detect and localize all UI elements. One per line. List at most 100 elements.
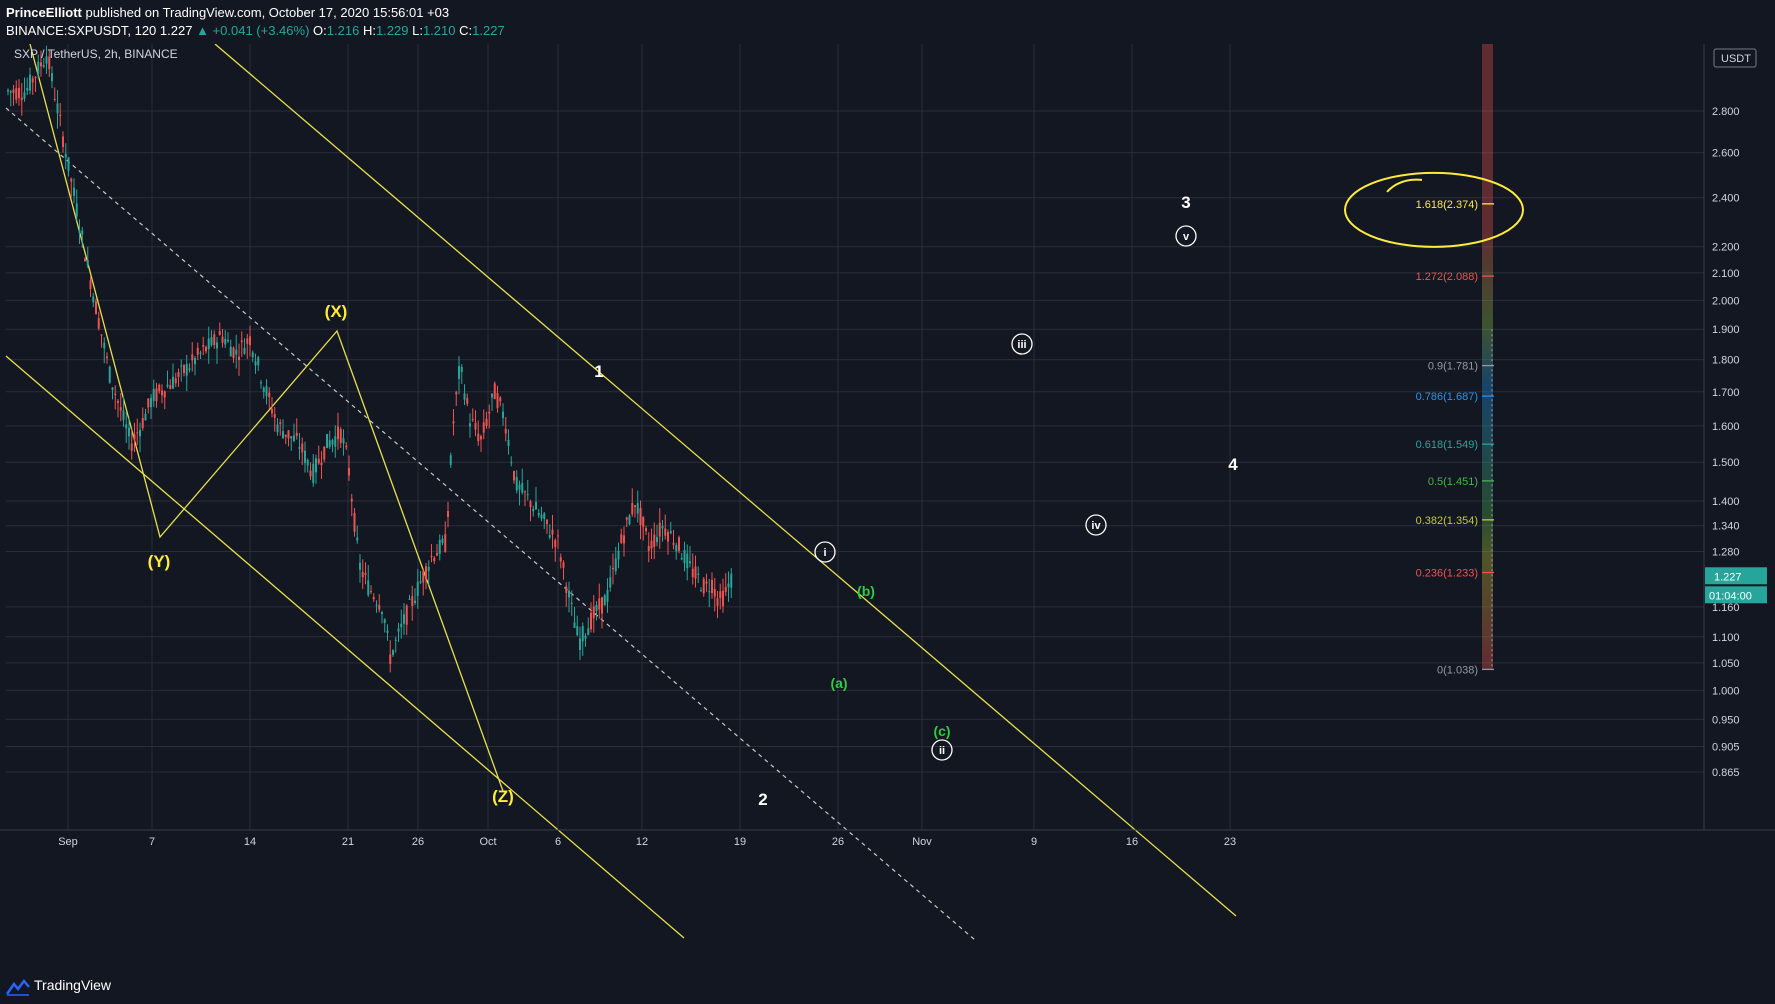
candle-body [106, 356, 108, 359]
wave-label: (Z) [492, 787, 514, 806]
x-tick-label: 16 [1126, 836, 1138, 848]
candle-body [345, 445, 348, 448]
candle-body [317, 458, 320, 464]
candle-body [551, 529, 554, 535]
candle-body [447, 510, 449, 518]
wave-label: 2 [758, 790, 767, 809]
candle-body [348, 467, 350, 476]
candle-body [9, 91, 12, 93]
candle-body [163, 391, 166, 398]
candle-body [59, 114, 62, 117]
fib-level-label: 0.618(1.549) [1416, 439, 1478, 451]
candle-body [601, 597, 603, 614]
candle-body [84, 258, 86, 262]
time-axis[interactable]: Sep 7 14 21 26 Oct 6 12 19 26 Nov 9 16 23 [0, 829, 1775, 848]
candle-body [403, 614, 405, 624]
candle-body [711, 579, 713, 593]
candle-body [92, 296, 95, 303]
candle-body [540, 514, 543, 519]
chart-svg[interactable]: 1.618(2.374) 1.272(2.088) 0.9(1.781) 0.786(… [0, 44, 1775, 970]
y-tick-label: 1.400 [1712, 496, 1740, 508]
y-tick-label: 1.050 [1712, 658, 1740, 670]
candle-body [466, 398, 469, 404]
candle-body [89, 280, 92, 290]
median-dashed-line [5, 107, 976, 941]
candle-body [350, 498, 353, 502]
candle-body [513, 471, 515, 481]
price-axis[interactable]: 2.800 2.600 2.400 2.200 2.100 2.000 1.900 1.800… [1703, 44, 1767, 830]
publish-info: PrinceElliott published on TradingView.c… [6, 5, 449, 20]
candle-body [229, 346, 232, 357]
candle-body [515, 477, 518, 491]
candle-body [166, 384, 169, 387]
candle-body [31, 78, 34, 83]
candle-body [249, 336, 251, 346]
candle-body [301, 443, 304, 453]
candle-body [81, 230, 84, 235]
candle-body [477, 433, 480, 442]
x-tick-label: 9 [1031, 836, 1037, 848]
candle-body [15, 88, 18, 100]
y-tick-label: 2.000 [1712, 295, 1740, 307]
candle-body [64, 153, 67, 158]
candle-body [155, 388, 158, 402]
candle-body [337, 426, 339, 440]
fib-band [1482, 44, 1493, 670]
author-name[interactable]: PrinceElliott [6, 5, 82, 20]
wave-label: (Y) [148, 552, 171, 571]
candle-body [488, 411, 491, 414]
fib-level-label: 0.9(1.781) [1428, 361, 1478, 373]
candle-body [524, 491, 526, 493]
candle-body [664, 528, 667, 536]
candle-body [323, 446, 326, 460]
candle-body [727, 583, 730, 588]
y-tick-label: 1.800 [1712, 355, 1740, 367]
candle-body [510, 462, 513, 464]
candle-body [507, 439, 510, 446]
candle-body [504, 428, 507, 434]
tradingview-logo-icon[interactable] [6, 978, 30, 996]
candle-body [372, 597, 375, 600]
open-label: O: [313, 23, 327, 38]
candle-body [441, 538, 444, 543]
candle-body [67, 157, 70, 171]
candle-body [133, 434, 136, 440]
candle-body [634, 505, 636, 507]
candle-body [51, 73, 53, 82]
chart-background [0, 44, 1775, 970]
chart-header: PrinceElliott published on TradingView.c… [0, 0, 1775, 44]
candle-body [177, 372, 180, 377]
candle-body [502, 411, 504, 419]
wave-label: (c) [933, 723, 950, 739]
candle-body [309, 470, 312, 477]
candle-body [416, 581, 419, 596]
fib-level-label: 0.236(1.233) [1416, 568, 1478, 580]
high-value: 1.229 [375, 23, 409, 38]
candle-body [592, 606, 595, 619]
candle-body [491, 393, 493, 398]
candle-body [139, 429, 141, 437]
high-label: H: [362, 23, 376, 38]
candle-body [240, 340, 243, 343]
candle-body [180, 365, 183, 367]
candle-body [246, 338, 249, 344]
candle-body [675, 544, 678, 552]
candle-body [609, 577, 612, 588]
candle-body [70, 178, 73, 182]
candle-body [458, 366, 460, 379]
tradingview-brand[interactable]: TradingView [34, 977, 112, 993]
candle-body [392, 650, 394, 655]
wave-circle [1011, 333, 1033, 355]
x-tick-label: 26 [412, 836, 424, 848]
candle-body [194, 358, 196, 365]
candle-body [625, 517, 628, 520]
candle-body [587, 628, 590, 635]
upper-channel-line [214, 44, 1237, 917]
candle-body [367, 580, 370, 596]
candle-body [306, 459, 309, 466]
candle-body [103, 342, 106, 349]
candle-body [716, 598, 719, 606]
y-tick-label: 1.100 [1712, 632, 1740, 644]
wave-label: (X) [325, 302, 348, 321]
candle-body [128, 427, 130, 437]
